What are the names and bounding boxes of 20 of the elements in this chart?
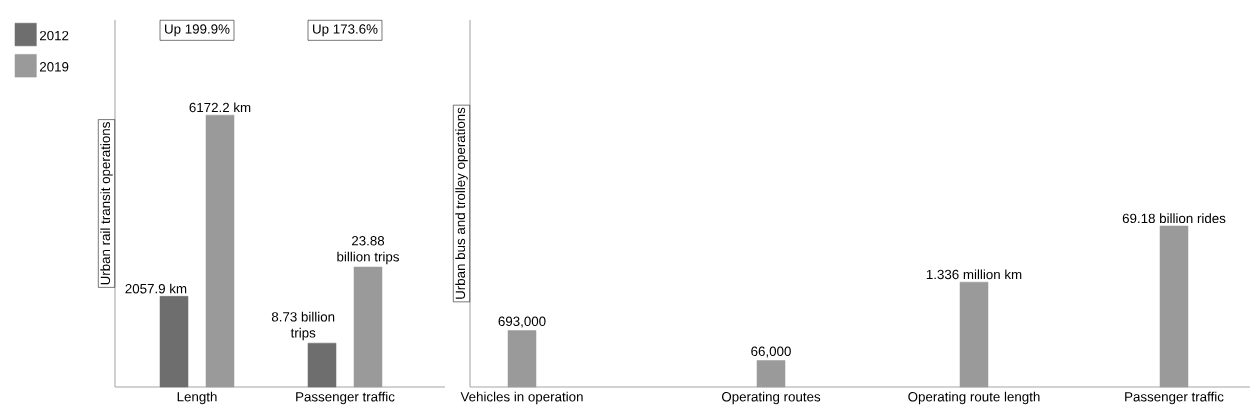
y-axis-title: Urban rail transit operations bbox=[100, 122, 113, 285]
legend-label: 2019 bbox=[39, 62, 69, 72]
x-tick-label: Vehicles in operation bbox=[460, 391, 583, 405]
x-tick-label: Operating routes bbox=[721, 391, 821, 405]
data-label: 693,000 bbox=[498, 316, 546, 328]
text: Up 199.9% bbox=[165, 24, 230, 37]
data-label: 1.336 million km bbox=[926, 269, 1022, 280]
data-label: 2057.9 km bbox=[125, 283, 187, 294]
data-label: 8.73 billion trips bbox=[271, 311, 335, 341]
y-axis-title: Urban bus and trolley operations bbox=[455, 107, 468, 299]
legend-label: 2012 bbox=[39, 30, 69, 41]
data-label: 66,000 bbox=[751, 346, 791, 358]
data-label: 69.18 billion rides bbox=[1122, 213, 1226, 224]
x-tick-label: Passenger traffic bbox=[1125, 391, 1224, 405]
data-label: 6172.2 km bbox=[189, 102, 251, 113]
x-tick-label: Operating route length bbox=[908, 391, 1040, 405]
x-tick-label: Length bbox=[177, 391, 217, 405]
text: Up 173.6% bbox=[313, 24, 378, 37]
data-label: 23.88 billion trips bbox=[337, 236, 399, 265]
x-tick-label: Passenger traffic bbox=[296, 391, 395, 405]
